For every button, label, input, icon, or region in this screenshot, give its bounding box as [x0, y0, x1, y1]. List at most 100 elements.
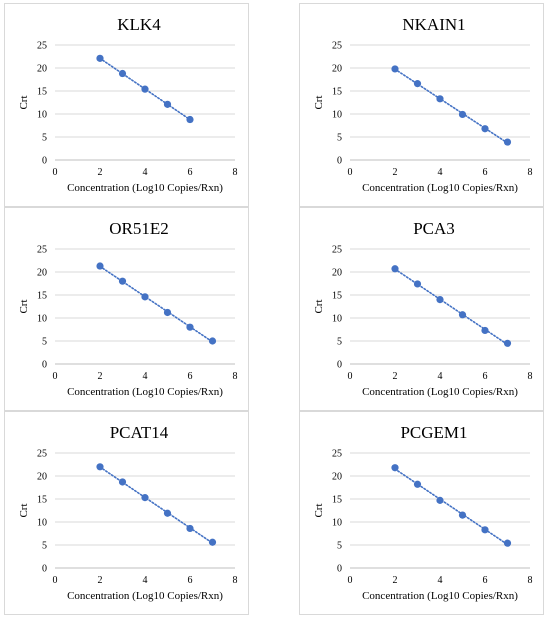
chart-2-data-point [118, 277, 127, 285]
chart-0-x-axis-label: Concentration (Log10 Copies/Rxn) [67, 182, 223, 194]
chart-3-data-point [391, 265, 399, 273]
chart-4-y-axis-label: Crt [18, 503, 30, 517]
chart-3-data-point [503, 339, 512, 347]
chart-5-trendline [394, 468, 509, 546]
chart-3-y-tick-label: 15 [332, 291, 342, 302]
chart-4-x-axis-label: Concentration (Log10 Copies/Rxn) [67, 590, 223, 602]
chart-1-data-point [413, 80, 422, 88]
chart-5-data-point [458, 511, 467, 519]
chart-4-x-tick-label: 0 [53, 575, 58, 586]
chart-4-y-tick-label: 25 [37, 449, 47, 460]
chart-4-y-tick-label: 5 [42, 541, 47, 552]
chart-svg-pcgem1: PCGEM1 0 5 10 15 20 25 0 2 4 6 8 Concentration (Log1… [313, 423, 533, 602]
chart-0-data-point [141, 85, 149, 93]
chart-0-x-tick-label: 2 [98, 167, 103, 178]
chart-svg-klk4: KLK4 0 5 10 15 20 25 0 2 4 6 8 Concentration (Log10 … [18, 15, 238, 194]
chart-4-x-tick-label: 8 [233, 575, 238, 586]
chart-2-y-axis-label: Crt [18, 299, 30, 313]
chart-5-data-point [503, 539, 512, 547]
chart-3-title: PCA3 [413, 219, 455, 238]
chart-2-y-tick-label: 15 [37, 291, 47, 302]
chart-2-x-tick-label: 6 [188, 371, 193, 382]
chart-0-y-tick-label: 0 [42, 156, 47, 167]
chart-1-x-tick-label: 6 [483, 167, 488, 178]
chart-5-data-point [481, 526, 489, 534]
chart-3-data-point [436, 296, 444, 304]
chart-0-y-tick-label: 20 [37, 64, 47, 75]
chart-3-x-axis-label: Concentration (Log10 Copies/Rxn) [362, 386, 518, 398]
chart-1-y-tick-label: 20 [332, 64, 342, 75]
chart-0-x-tick-label: 4 [143, 167, 148, 178]
chart-svg-nkain1: NKAIN1 0 5 10 15 20 25 0 2 4 6 8 Concentration (Log1… [313, 15, 533, 194]
chart-4-y-tick-label: 20 [37, 472, 47, 483]
chart-1-x-tick-label: 8 [528, 167, 533, 178]
chart-4-x-tick-label: 2 [98, 575, 103, 586]
chart-0-y-tick-label: 25 [37, 41, 47, 52]
chart-1-x-tick-label: 0 [348, 167, 353, 178]
chart-2-x-axis-label: Concentration (Log10 Copies/Rxn) [67, 386, 223, 398]
chart-5-title: PCGEM1 [400, 423, 467, 442]
chart-4-x-tick-label: 6 [188, 575, 193, 586]
chart-2-x-tick-label: 4 [143, 371, 148, 382]
chart-2-title: OR51E2 [109, 219, 169, 238]
chart-2-data-point [208, 337, 217, 345]
chart-3-x-tick-label: 0 [348, 371, 353, 382]
chart-5-x-axis-label: Concentration (Log10 Copies/Rxn) [362, 590, 518, 602]
chart-1-y-tick-label: 15 [332, 87, 342, 98]
chart-1-x-tick-label: 4 [438, 167, 443, 178]
chart-4-data-point [163, 509, 172, 517]
chart-panel-pcgem1: PCGEM1 0 5 10 15 20 25 0 2 4 6 8 Concentration (Log1… [299, 411, 544, 615]
chart-1-y-axis-label: Crt [313, 95, 325, 109]
chart-4-title: PCAT14 [110, 423, 169, 442]
chart-0-data-point [118, 69, 127, 78]
chart-2-x-tick-label: 0 [53, 371, 58, 382]
chart-4-data-point [186, 524, 194, 533]
chart-3-y-tick-label: 25 [332, 245, 342, 256]
chart-3-data-point [413, 280, 422, 288]
chart-5-y-tick-label: 10 [332, 518, 342, 529]
chart-1-y-tick-label: 0 [337, 156, 342, 167]
chart-4-y-tick-label: 0 [42, 564, 47, 575]
chart-1-data-point [391, 65, 399, 73]
chart-4-data-point [96, 463, 104, 471]
chart-0-y-tick-label: 10 [37, 110, 47, 121]
chart-1-x-tick-label: 2 [393, 167, 398, 178]
chart-1-y-tick-label: 5 [337, 133, 342, 144]
chart-1-trendline [394, 68, 509, 144]
chart-3-y-tick-label: 0 [337, 360, 342, 371]
chart-3-data-point [458, 311, 467, 319]
chart-1-y-tick-label: 10 [332, 110, 342, 121]
chart-0-data-point [163, 100, 172, 108]
chart-4-y-tick-label: 15 [37, 495, 47, 506]
chart-1-data-point [481, 125, 489, 133]
chart-5-x-tick-label: 0 [348, 575, 353, 586]
chart-5-x-tick-label: 2 [393, 575, 398, 586]
chart-3-trendline [394, 268, 509, 346]
chart-2-data-point [96, 262, 104, 270]
chart-5-x-tick-label: 4 [438, 575, 443, 586]
chart-0-y-tick-label: 5 [42, 133, 47, 144]
chart-2-data-point [186, 323, 194, 331]
chart-5-data-point [436, 496, 444, 504]
chart-2-y-tick-label: 5 [42, 337, 47, 348]
chart-5-x-tick-label: 8 [528, 575, 533, 586]
chart-1-y-tick-label: 25 [332, 41, 342, 52]
chart-1-data-point [503, 138, 512, 146]
chart-1-data-point [436, 95, 444, 103]
chart-0-data-point [186, 115, 194, 124]
chart-2-data-point [141, 293, 149, 301]
chart-4-y-tick-label: 10 [37, 518, 47, 529]
chart-2-y-tick-label: 0 [42, 360, 47, 371]
chart-2-y-tick-label: 10 [37, 314, 47, 325]
chart-5-y-tick-label: 0 [337, 564, 342, 575]
chart-5-y-tick-label: 15 [332, 495, 342, 506]
chart-3-data-point [481, 326, 489, 335]
chart-3-y-axis-label: Crt [313, 299, 325, 313]
chart-1-x-axis-label: Concentration (Log10 Copies/Rxn) [362, 182, 518, 194]
chart-4-data-point [208, 538, 217, 546]
chart-0-data-point [96, 54, 104, 62]
chart-5-data-point [413, 480, 422, 488]
chart-4-trendline [99, 466, 214, 544]
chart-3-y-tick-label: 5 [337, 337, 342, 348]
chart-svg-or51e2: OR51E2 0 5 10 15 20 25 0 2 4 6 8 Concentration (Log1… [18, 219, 238, 398]
